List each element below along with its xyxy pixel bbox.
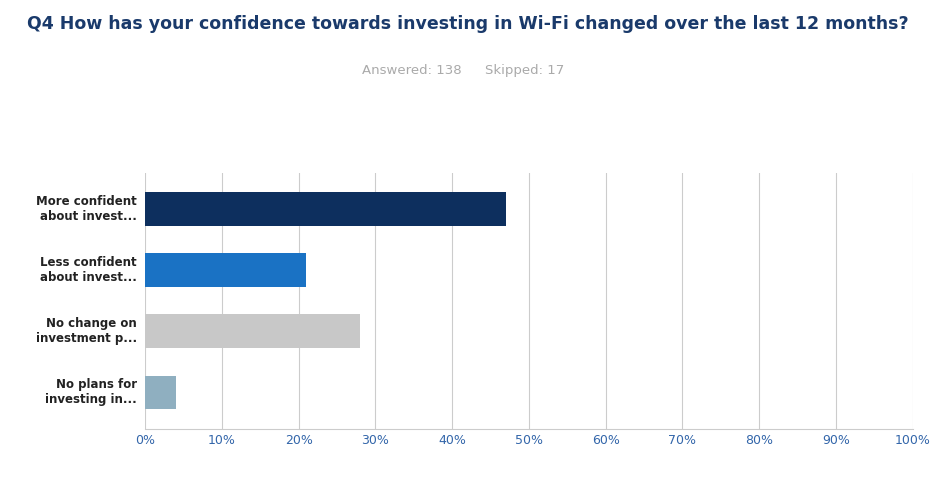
Text: Answered: 138: Answered: 138 (362, 64, 461, 77)
Bar (145, 315, 360, 348)
Bar (145, 192, 505, 226)
Bar (145, 253, 306, 287)
Text: Skipped: 17: Skipped: 17 (485, 64, 563, 77)
Text: Q4 How has your confidence towards investing in Wi-Fi changed over the last 12 m: Q4 How has your confidence towards inves… (27, 15, 909, 33)
Bar (145, 376, 176, 409)
